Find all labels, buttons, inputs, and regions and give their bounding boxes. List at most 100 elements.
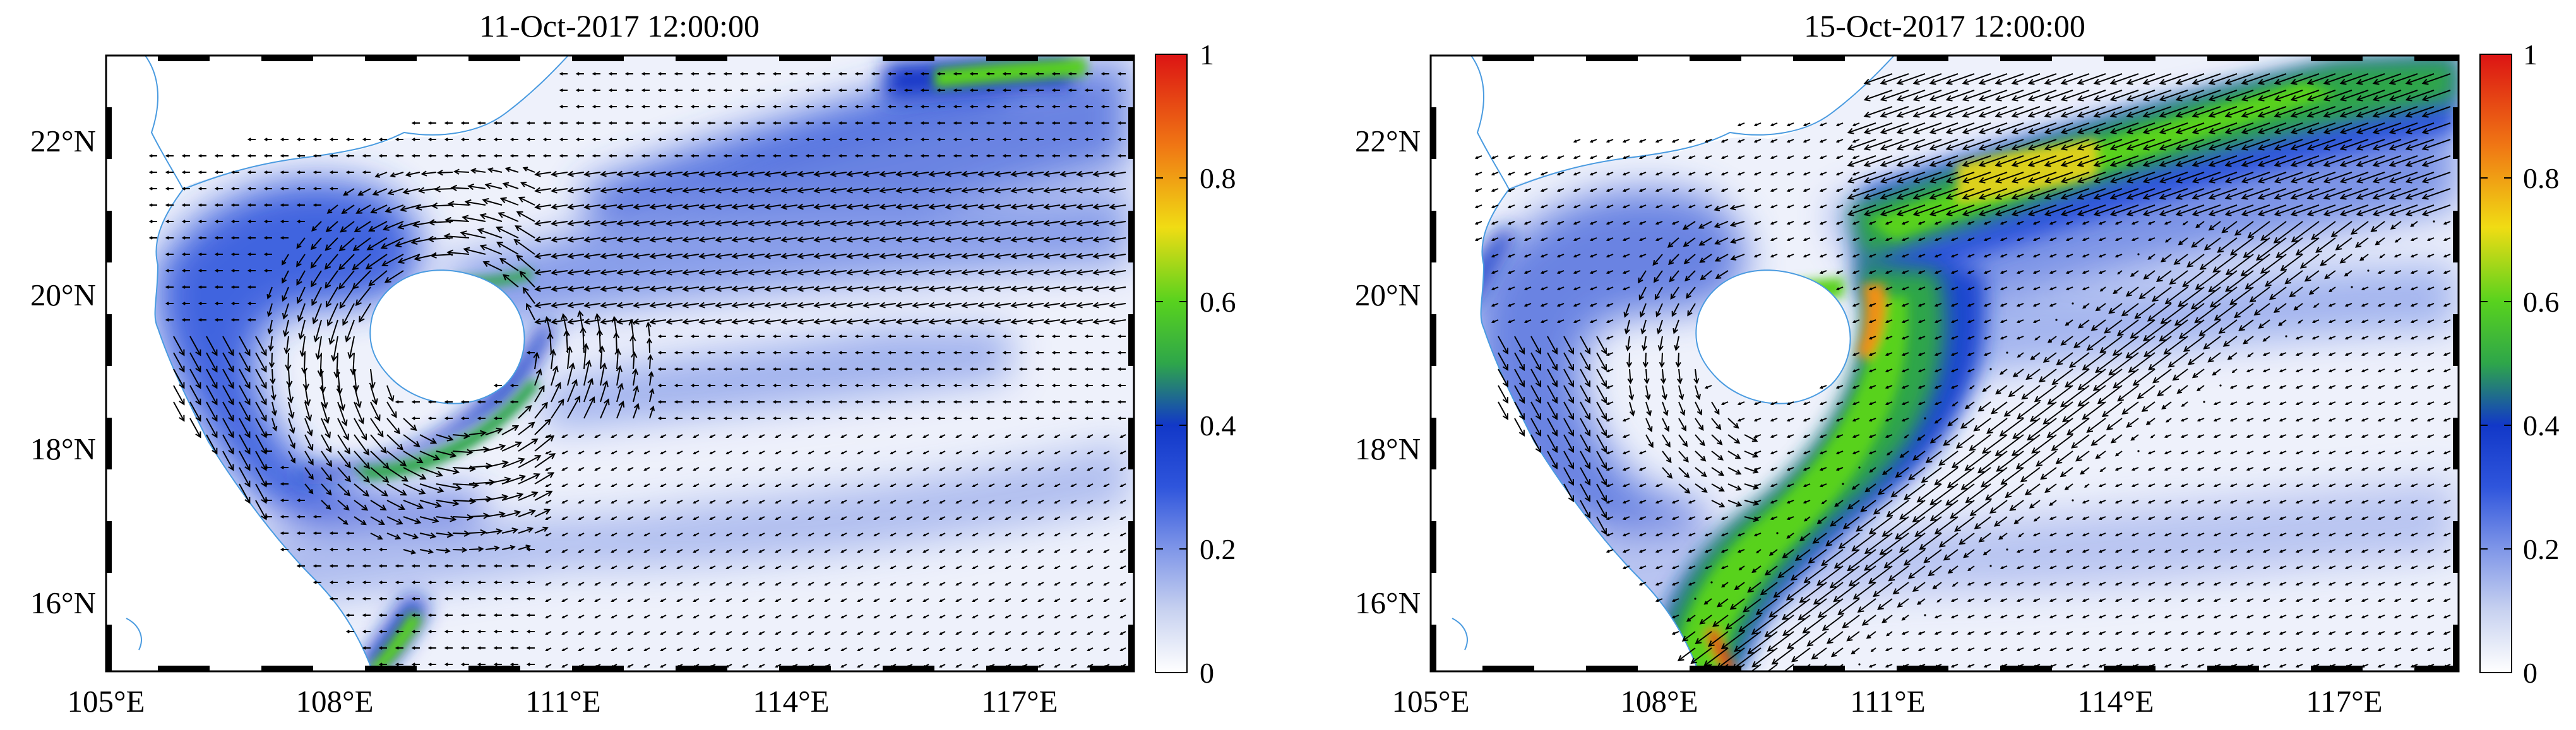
current-arrow-head	[578, 468, 581, 471]
current-arrow	[929, 270, 946, 274]
current-arrow-head	[510, 662, 514, 666]
current-arrow	[716, 319, 732, 323]
current-arrow-head	[1803, 123, 1807, 127]
current-arrow-head	[518, 196, 525, 203]
current-arrow-head	[871, 334, 875, 338]
current-arrow-head	[791, 451, 795, 455]
current-arrow-head	[1978, 95, 1986, 102]
current-arrow-head	[627, 632, 631, 635]
current-arrow-head	[2093, 160, 2101, 167]
current-arrow-head	[247, 170, 251, 174]
current-arrow-head	[2208, 111, 2215, 118]
current-arrow-head	[1852, 205, 1856, 209]
current-arrow	[552, 188, 568, 192]
current-arrow-head	[988, 435, 992, 439]
current-arrow-head	[1117, 367, 1121, 371]
current-arrow-head	[263, 466, 268, 469]
current-arrow-head	[574, 395, 581, 403]
current-arrow-head	[660, 615, 664, 619]
current-arrow-head	[611, 517, 614, 521]
current-arrow-head	[1070, 500, 1074, 504]
current-arrow	[403, 450, 423, 463]
current-arrow	[326, 221, 338, 232]
current-arrow	[798, 270, 814, 274]
current-arrow-head	[838, 121, 842, 125]
current-arrow-head	[2191, 95, 2199, 102]
current-arrow	[2078, 90, 2106, 101]
current-arrow-head	[846, 236, 853, 243]
current-arrow-head	[725, 648, 729, 652]
current-arrow-head	[582, 343, 589, 350]
current-arrow-head	[920, 367, 924, 371]
current-arrow-head	[920, 72, 924, 76]
current-arrow-head	[903, 367, 908, 371]
current-arrow-head	[955, 550, 959, 553]
current-arrow	[551, 399, 564, 419]
current-arrow	[173, 385, 185, 405]
current-arrow-head	[345, 335, 352, 343]
current-arrow-head	[308, 489, 314, 495]
current-arrow	[847, 221, 864, 225]
current-arrow-head	[493, 138, 498, 141]
current-arrow-head	[693, 500, 696, 504]
current-arrow-head	[499, 197, 507, 204]
current-arrow	[486, 184, 503, 189]
current-arrow	[2144, 172, 2172, 183]
current-arrow-head	[903, 400, 908, 404]
current-arrow-head	[381, 260, 388, 266]
current-arrow-head	[1929, 78, 1936, 85]
current-arrow-head	[840, 582, 844, 586]
current-arrow-head	[660, 664, 664, 668]
current-arrow	[189, 352, 201, 372]
current-arrow-head	[1573, 139, 1577, 143]
lat-tick-label: 18°N	[30, 432, 96, 466]
current-arrow-head	[2388, 111, 2396, 118]
current-arrow	[1979, 204, 2008, 216]
current-arrow	[503, 182, 519, 189]
current-arrow-head	[2290, 95, 2298, 102]
current-arrow-head	[608, 154, 612, 158]
current-arrow-head	[1037, 648, 1041, 652]
current-arrow-head	[1117, 121, 1121, 125]
current-arrow-head	[953, 416, 957, 420]
current-arrow	[1077, 221, 1094, 225]
current-arrow-head	[1035, 121, 1039, 125]
current-arrow-head	[988, 517, 992, 521]
current-arrow	[1979, 73, 2008, 85]
current-arrow	[1683, 221, 1696, 230]
current-arrow	[1930, 122, 1959, 134]
current-arrow-head	[546, 490, 553, 497]
current-arrow	[962, 286, 979, 290]
current-arrow	[304, 368, 307, 389]
current-arrow	[327, 303, 338, 326]
current-arrow-head	[725, 615, 729, 619]
current-arrow	[2193, 204, 2221, 216]
current-arrow-head	[2027, 127, 2035, 134]
current-arrow-head	[477, 154, 481, 158]
current-arrow	[288, 450, 295, 463]
current-arrow	[2357, 204, 2385, 216]
current-arrow-head	[545, 484, 549, 488]
current-arrow-head	[2032, 238, 2037, 242]
current-arrow	[2308, 73, 2336, 85]
current-arrow-head	[2159, 209, 2166, 216]
current-arrow-head	[633, 187, 640, 194]
current-arrow-head	[961, 285, 968, 292]
current-arrow-head	[594, 500, 598, 504]
current-arrow-head	[1606, 238, 1610, 242]
current-arrow-head	[165, 203, 169, 207]
current-arrow-head	[2372, 111, 2380, 118]
current-arrow-head	[1037, 517, 1041, 521]
current-arrow-head	[756, 138, 760, 141]
current-arrow-head	[561, 451, 565, 455]
current-arrow-head	[1967, 238, 1971, 242]
current-arrow	[2406, 188, 2435, 199]
current-arrow-head	[411, 416, 415, 420]
current-arrow-head	[496, 227, 503, 233]
current-arrow-head	[2032, 221, 2037, 225]
current-arrow	[2226, 155, 2254, 167]
current-arrow	[2275, 155, 2303, 167]
current-arrow-head	[372, 190, 379, 196]
current-arrow-head	[649, 236, 656, 243]
current-arrow-head	[1835, 189, 1840, 192]
